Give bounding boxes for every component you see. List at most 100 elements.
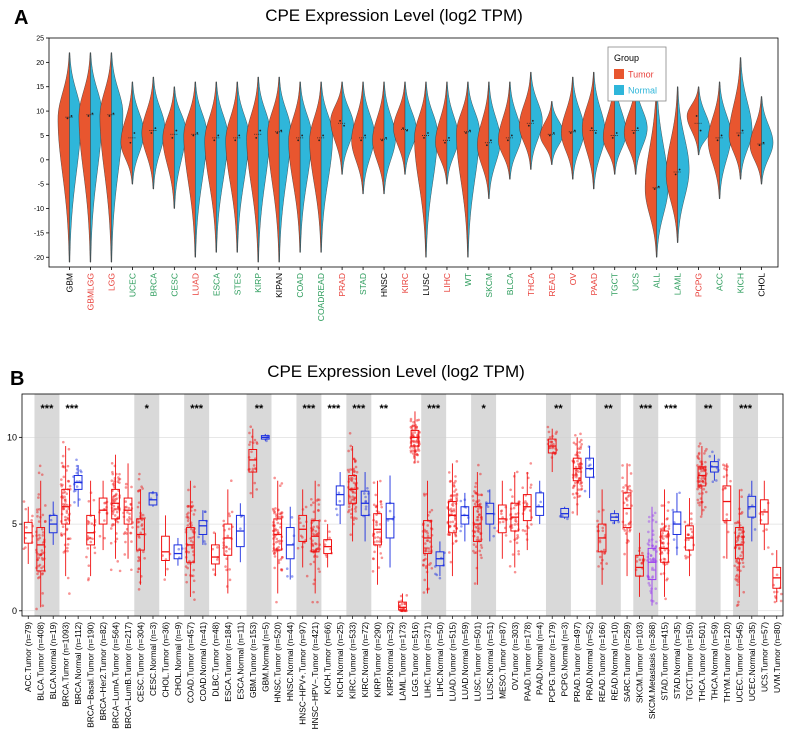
jitter-point: [449, 520, 452, 524]
jitter-point: [41, 558, 45, 562]
jitter-point: [89, 540, 93, 544]
jitter-point: [477, 513, 481, 516]
jitter-point: [91, 537, 94, 541]
jitter-point: [113, 499, 117, 503]
jitter-point: [124, 500, 128, 503]
jitter-point: [61, 483, 64, 487]
jitter-point: [765, 528, 768, 531]
b-y-tick-label: 5: [12, 519, 17, 529]
b-x-label: BRCA−LumA.Tumor (n=564): [111, 622, 121, 729]
jitter-point: [351, 491, 355, 494]
jitter-point: [775, 590, 779, 594]
jitter-point: [192, 590, 195, 594]
jitter-point: [115, 537, 119, 541]
jitter-point: [37, 507, 41, 511]
jitter-point: [628, 488, 632, 492]
jitter-point: [275, 540, 278, 544]
jitter-point: [60, 534, 64, 537]
jitter-point: [228, 547, 231, 551]
jitter-point: [35, 508, 39, 512]
jitter-point: [667, 527, 671, 530]
jitter-point: [511, 553, 515, 556]
jitter-point: [64, 502, 67, 506]
jitter-point: [177, 547, 181, 551]
jitter-point: [424, 542, 427, 545]
box-15: [198, 510, 208, 619]
jitter-point: [62, 491, 65, 495]
jitter-point: [455, 498, 459, 501]
jitter-point: [277, 531, 280, 534]
jitter-point: [349, 512, 353, 516]
jitter-point: [113, 483, 116, 486]
jitter-point: [280, 568, 284, 571]
jitter-point: [352, 457, 356, 461]
box-3: [48, 501, 58, 619]
jitter-point: [41, 592, 44, 595]
b-x-label: LAML.Tumor (n=173): [398, 622, 408, 701]
jitter-point: [635, 555, 639, 558]
jitter-point: [204, 542, 207, 546]
jitter-point: [66, 543, 70, 546]
panel-a-legend: Group Tumor Normal: [607, 46, 667, 102]
jitter-point: [399, 594, 403, 598]
jitter-point: [186, 505, 190, 508]
jitter-point: [299, 534, 303, 538]
jitter-point: [68, 592, 71, 595]
violin-tumor-half: [57, 52, 70, 263]
jitter-point: [111, 470, 114, 474]
a-x-label: READ: [547, 273, 557, 297]
b-x-label: LUSC.Tumor (n=501): [472, 622, 482, 701]
jitter-point: [64, 500, 67, 503]
jitter-point: [641, 551, 644, 555]
jitter-point: [188, 536, 191, 540]
jitter-point: [412, 420, 415, 424]
jitter-point: [93, 551, 97, 555]
jitter-point: [75, 471, 79, 475]
jitter-point: [250, 450, 253, 454]
jitter-point: [479, 493, 483, 497]
jitter-point: [349, 444, 353, 448]
jitter-point: [309, 562, 312, 566]
jitter-point: [747, 493, 751, 497]
jitter-point: [579, 482, 582, 486]
jitter-point: [123, 531, 127, 534]
violin-ov: [561, 76, 585, 270]
jitter-point: [354, 510, 357, 513]
jitter-point: [61, 464, 65, 468]
jitter-point: [140, 485, 143, 488]
jitter-point: [112, 504, 116, 508]
jitter-point: [702, 466, 705, 470]
a-x-label: UCS: [631, 273, 641, 291]
jitter-point: [137, 567, 140, 571]
jitter-point: [399, 607, 403, 610]
violin-normal-median: [175, 129, 178, 132]
jitter-point: [697, 451, 701, 455]
jitter-point: [579, 488, 583, 491]
jitter-point: [415, 419, 419, 422]
jitter-point: [125, 532, 128, 535]
a-x-label: BRCA: [148, 273, 158, 297]
significance-mark: ***: [352, 403, 366, 415]
a-x-label: CESC: [169, 273, 179, 297]
jitter-point: [736, 568, 739, 572]
jitter-point: [290, 516, 294, 519]
jitter-point: [352, 497, 355, 501]
jitter-point: [41, 534, 45, 537]
jitter-point: [36, 510, 39, 514]
violin-all: [644, 81, 669, 270]
box-body: [148, 492, 158, 506]
jitter-point: [280, 515, 284, 518]
jitter-point: [186, 566, 189, 570]
violin-normal-half: [677, 86, 690, 243]
b-x-label: SKCM.Tumor (n=103): [635, 622, 645, 703]
jitter-point: [38, 553, 42, 557]
jitter-point: [118, 481, 121, 484]
jitter-point: [546, 425, 550, 429]
jitter-point: [409, 450, 413, 454]
jitter-point: [117, 478, 121, 481]
b-x-label: STAD.Normal (n=35): [672, 622, 682, 699]
jitter-point: [315, 542, 318, 546]
jitter-point: [314, 549, 317, 552]
jitter-point: [428, 563, 431, 566]
jitter-point: [353, 460, 357, 464]
